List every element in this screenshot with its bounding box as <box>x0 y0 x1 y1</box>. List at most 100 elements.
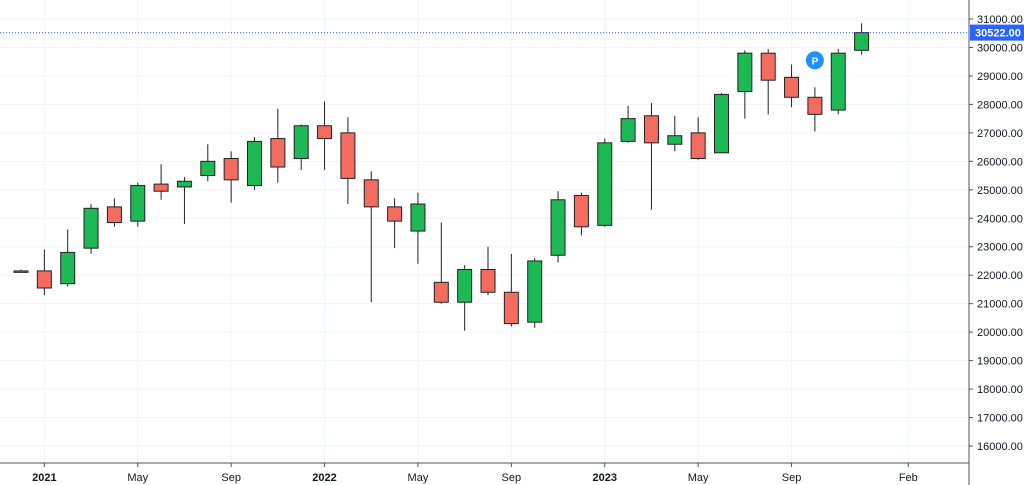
x-tick-label: May <box>408 472 429 484</box>
candle-body <box>83 207 99 249</box>
candle <box>410 192 426 264</box>
candle-body <box>597 142 613 226</box>
marker-circle <box>805 51 824 70</box>
candle-body <box>410 203 426 232</box>
y-tick-label: 31000.00 <box>977 14 1023 26</box>
candle-body <box>480 269 496 293</box>
y-tick-label: 23000.00 <box>977 242 1023 254</box>
y-tick-label: 18000.00 <box>977 384 1023 396</box>
candle-body <box>550 199 566 256</box>
candle-body <box>760 52 776 81</box>
candle-body <box>36 270 52 289</box>
candle <box>293 124 309 170</box>
y-tick-label: 21000.00 <box>977 299 1023 311</box>
candle <box>200 144 216 182</box>
x-tick-label: Sep <box>782 472 802 484</box>
candle-body <box>854 32 870 51</box>
candle-body <box>176 180 192 188</box>
candle <box>153 164 169 200</box>
candle-body <box>737 52 753 93</box>
candle <box>760 48 776 115</box>
chart-grid <box>0 0 969 463</box>
y-tick-label: 27000.00 <box>977 128 1023 140</box>
candle <box>643 102 659 210</box>
candle <box>130 182 146 227</box>
y-tick-label: 25000.00 <box>977 185 1023 197</box>
candle-body <box>13 270 29 273</box>
candle <box>784 64 800 108</box>
candle-body <box>223 157 239 181</box>
candle-body <box>830 52 846 111</box>
candle <box>620 105 636 143</box>
y-tick-label: 22000.00 <box>977 270 1023 282</box>
candle <box>317 101 333 170</box>
candle <box>573 192 589 236</box>
candle-body <box>293 125 309 159</box>
candle <box>714 93 729 154</box>
candle <box>854 23 870 55</box>
x-tick-label: 2021 <box>32 472 56 484</box>
candle <box>83 204 99 254</box>
candle-body <box>643 115 659 144</box>
candle <box>223 151 239 203</box>
candle-body <box>457 269 473 303</box>
candle-body <box>433 281 449 303</box>
y-tick-label: 26000.00 <box>977 156 1023 168</box>
candle <box>667 115 683 152</box>
last-price-label-text: 30522.00 <box>975 28 1021 40</box>
candle-body <box>690 132 706 159</box>
y-tick-label: 19000.00 <box>977 356 1023 368</box>
candle <box>363 171 379 303</box>
candle <box>13 269 29 273</box>
candle <box>270 108 286 183</box>
x-tick-label: Feb <box>899 472 918 484</box>
y-tick-label: 28000.00 <box>977 99 1023 111</box>
candle <box>807 87 823 132</box>
marker-label: P <box>812 56 819 67</box>
y-tick-label: 20000.00 <box>977 327 1023 339</box>
candle-body <box>667 135 683 145</box>
candle-body <box>130 185 146 222</box>
x-axis: 2021 May Sep 2022 May Sep 2023 May Sep Feb <box>32 463 918 484</box>
candle <box>480 246 496 296</box>
candle-body <box>106 206 122 224</box>
candles-layer <box>13 23 870 331</box>
x-tick-label: Sep <box>221 472 241 484</box>
candle-body <box>153 183 169 192</box>
candle <box>527 258 543 328</box>
candle <box>387 198 403 249</box>
candle-body <box>714 93 729 154</box>
candle-body <box>340 132 356 179</box>
candle <box>503 253 519 327</box>
candle-body <box>317 125 333 140</box>
candle-body <box>620 118 636 142</box>
x-tick-label: 2022 <box>312 472 336 484</box>
candle-body <box>247 140 262 187</box>
candle-body <box>784 76 800 98</box>
candle-body <box>60 251 76 285</box>
y-axis: 16000.00 17000.00 18000.00 19000.00 20000.00… <box>969 14 1023 453</box>
candle-body <box>270 138 286 168</box>
candle-body <box>807 96 823 115</box>
y-tick-label: 24000.00 <box>977 213 1023 225</box>
candle <box>247 137 262 190</box>
candle <box>340 117 356 205</box>
candle <box>433 222 449 304</box>
x-tick-label: May <box>127 472 148 484</box>
candle <box>690 117 706 160</box>
candle-body <box>387 206 403 222</box>
last-price-label-box <box>970 24 1024 41</box>
marker-badge[interactable]: P <box>805 51 824 70</box>
x-tick-label: May <box>688 472 709 484</box>
y-tick-label: 29000.00 <box>977 71 1023 83</box>
candle-body <box>573 194 589 228</box>
candle-body <box>527 260 543 323</box>
y-tick-label: 16000.00 <box>977 441 1023 453</box>
candle <box>737 50 753 119</box>
y-tick-label: 17000.00 <box>977 413 1023 425</box>
candle <box>550 191 566 263</box>
x-tick-label: Sep <box>502 472 522 484</box>
candle <box>457 265 473 331</box>
x-tick-label: 2023 <box>593 472 617 484</box>
